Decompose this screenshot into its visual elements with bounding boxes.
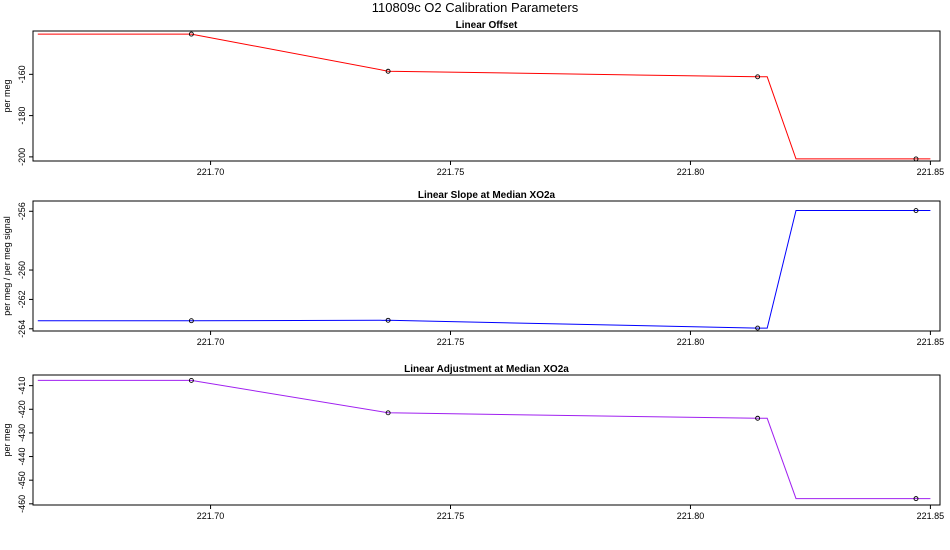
y-tick-label: -440 — [17, 448, 27, 466]
x-tick-label: 221.85 — [917, 511, 945, 521]
y-tick-label: -460 — [17, 495, 27, 513]
y-tick-label: -410 — [17, 377, 27, 395]
data-point — [755, 325, 761, 331]
y-axis-label: per meg / per meg signal — [2, 216, 12, 316]
x-tick-label: 221.80 — [677, 511, 705, 521]
panel-title: Linear Slope at Median XO2a — [418, 190, 556, 201]
plot-frame — [32, 200, 941, 332]
y-tick-label: -200 — [17, 148, 27, 166]
series-line — [37, 379, 931, 500]
y-tick-label: -450 — [17, 471, 27, 489]
data-point — [913, 496, 919, 502]
data-point — [385, 68, 391, 74]
data-point — [188, 31, 194, 37]
panel-3: Linear Adjustment at Median XO2a per meg 2… — [2, 364, 944, 521]
panel-title: Linear Adjustment at Median XO2a — [404, 364, 569, 375]
data-point — [913, 156, 919, 162]
y-tick-label: -260 — [17, 261, 27, 279]
data-point — [188, 318, 194, 324]
panel-title: Linear Offset — [456, 20, 518, 31]
y-tick-label: -430 — [17, 424, 27, 442]
series-line — [37, 210, 931, 329]
panel-2: Linear Slope at Median XO2a per meg / per… — [2, 190, 944, 347]
panel-1: Linear Offset per meg 221.70 221.75 221.80 22… — [2, 20, 944, 177]
y-axis-label: per meg — [2, 79, 12, 112]
x-tick-label: 221.75 — [437, 167, 465, 177]
plot-frame — [32, 374, 941, 506]
y-axis-label: per meg — [2, 423, 12, 456]
y-tick-label: -420 — [17, 400, 27, 418]
data-point — [385, 317, 391, 323]
x-tick-label: 221.75 — [437, 511, 465, 521]
x-tick-label: 221.85 — [917, 337, 945, 347]
panels: Linear Offset per meg 221.70 221.75 221.80 22… — [2, 20, 944, 521]
x-tick-label: 221.70 — [197, 167, 225, 177]
data-point — [188, 377, 194, 383]
data-point — [913, 208, 919, 213]
x-tick-label: 221.85 — [917, 167, 945, 177]
x-tick-label: 221.70 — [197, 511, 225, 521]
y-tick-label: -256 — [17, 202, 27, 220]
x-tick-label: 221.80 — [677, 167, 705, 177]
plot-frame — [32, 30, 941, 162]
y-tick-label: -160 — [17, 65, 27, 83]
y-tick-label: -262 — [17, 290, 27, 308]
x-tick-label: 221.75 — [437, 337, 465, 347]
data-point — [385, 410, 391, 416]
x-tick-label: 221.80 — [677, 337, 705, 347]
y-tick-label: -264 — [17, 320, 27, 338]
data-point — [755, 74, 761, 80]
series-line — [37, 33, 931, 160]
figure-title: 110809c O2 Calibration Parameters — [372, 0, 579, 15]
y-tick-label: -180 — [17, 107, 27, 125]
x-tick-label: 221.70 — [197, 337, 225, 347]
data-point — [755, 415, 761, 421]
